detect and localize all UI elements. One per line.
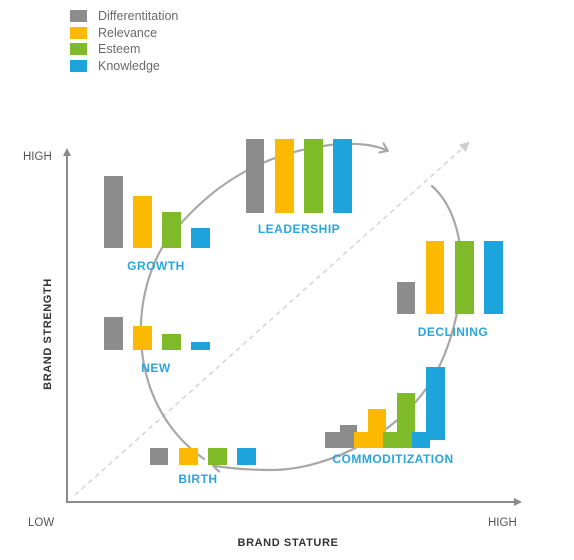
legend-swatch xyxy=(70,10,87,23)
bar-differentiation xyxy=(150,448,168,465)
bar-relevance xyxy=(133,326,152,350)
legend-swatch xyxy=(70,26,87,39)
new-bars xyxy=(104,317,210,350)
x-axis-title: BRAND STATURE xyxy=(238,537,339,549)
stage-label-commoditization: COMMODITIZATION xyxy=(332,452,453,466)
bar-relevance xyxy=(354,432,372,448)
stage-label-new: NEW xyxy=(141,361,171,375)
bar-differentiation xyxy=(104,317,123,350)
bar-esteem xyxy=(455,241,474,314)
legend: Differentitation Relevance Esteem Knowle… xyxy=(70,8,178,74)
legend-swatch xyxy=(70,43,87,56)
bar-relevance xyxy=(179,448,198,465)
bar-knowledge xyxy=(333,139,352,213)
birth-bars xyxy=(150,448,256,465)
legend-item-differentiation: Differentitation xyxy=(70,8,178,25)
bar-relevance xyxy=(368,409,386,448)
bar-esteem xyxy=(397,393,415,448)
bar-relevance xyxy=(426,241,444,314)
legend-label: Knowledge xyxy=(98,58,160,73)
legend-label: Relevance xyxy=(98,25,158,40)
stage-label-growth: GROWTH xyxy=(127,259,185,273)
bar-esteem xyxy=(162,334,181,350)
leadership-bars xyxy=(246,139,352,213)
diagonal-guide-line xyxy=(74,141,470,496)
y-axis-high-label: HIGH xyxy=(23,151,52,163)
bar-relevance xyxy=(133,196,152,248)
stage-label-birth: BIRTH xyxy=(178,472,217,486)
legend-item-esteem: Esteem xyxy=(70,41,178,58)
x-axis-high-label: HIGH xyxy=(488,517,517,529)
bar-esteem xyxy=(304,139,323,213)
bar-esteem xyxy=(383,432,401,448)
bar-relevance xyxy=(275,139,294,213)
bar-differentiation xyxy=(246,139,264,213)
legend-item-relevance: Relevance xyxy=(70,25,178,42)
bar-knowledge xyxy=(426,367,445,440)
bar-knowledge xyxy=(484,241,503,314)
stage-label-leadership: LEADERSHIP xyxy=(258,222,340,236)
x-axis-low-label: LOW xyxy=(28,517,54,529)
bar-differentiation xyxy=(340,425,357,448)
bar-knowledge xyxy=(412,432,430,448)
growth-bars xyxy=(104,176,210,248)
commoditization-bars xyxy=(325,367,445,448)
bar-differentiation xyxy=(104,176,123,248)
bar-esteem xyxy=(208,448,227,465)
legend-label: Esteem xyxy=(98,42,141,57)
declining-bars xyxy=(397,241,503,314)
bar-knowledge xyxy=(191,342,210,350)
bar-differentiation xyxy=(325,432,343,448)
bar-esteem xyxy=(162,212,181,248)
bar-differentiation xyxy=(397,282,415,314)
y-axis-title: BRAND STRENGTH xyxy=(42,278,54,390)
bar-knowledge xyxy=(237,448,256,465)
legend-item-knowledge: Knowledge xyxy=(70,58,178,75)
legend-label: Differentitation xyxy=(98,9,179,24)
legend-swatch xyxy=(70,59,87,72)
stage-label-declining: DECLINING xyxy=(418,325,489,339)
bar-knowledge xyxy=(191,228,210,248)
